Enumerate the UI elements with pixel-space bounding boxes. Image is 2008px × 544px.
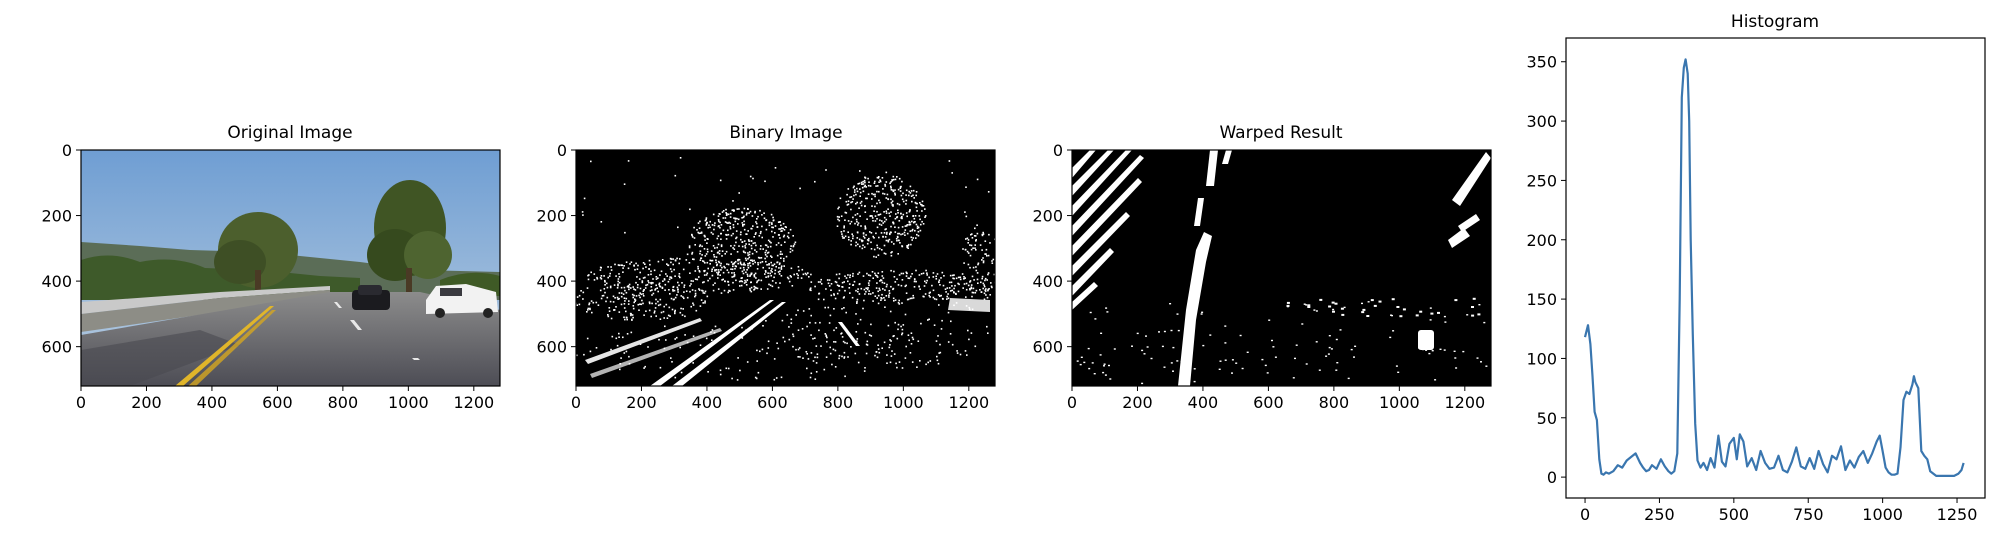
- y-tick-label: 150: [1526, 290, 1557, 309]
- x-tick-label: 1200: [1444, 393, 1485, 412]
- warped-result-picture: [1072, 150, 1491, 386]
- y-tick-label: 100: [1526, 349, 1557, 368]
- binary-image-panel: Binary Image 0 200 400 600 800 1000 1200 0 200 4…: [536, 123, 996, 412]
- x-tick-label: 1000: [883, 393, 924, 412]
- y-tick-label: 600: [536, 338, 567, 357]
- x-tick-label: 1250: [1937, 505, 1978, 524]
- x-tick-label: 600: [262, 393, 293, 412]
- x-tick-label: 1000: [1379, 393, 1420, 412]
- y-tick-label: 0: [62, 141, 72, 160]
- histogram-panel: Histogram 0 250 500 750 1000 1250 0 50 100 150 20…: [1526, 12, 1986, 524]
- x-tick-label: 800: [823, 393, 854, 412]
- x-tick-label: 800: [328, 393, 359, 412]
- x-tick-label: 0: [571, 393, 581, 412]
- x-tick-label: 500: [1719, 505, 1750, 524]
- y-tick-label: 400: [1032, 272, 1063, 291]
- histogram-line: [1583, 58, 1965, 477]
- x-tick-label: 400: [1188, 393, 1219, 412]
- warped-result-panel: Warped Result: [1032, 123, 1492, 412]
- x-tick-label: 750: [1793, 505, 1824, 524]
- x-tick-label: 250: [1644, 505, 1675, 524]
- x-tick-label: 600: [757, 393, 788, 412]
- y-tick-label: 0: [1547, 468, 1557, 487]
- x-tick-label: 0: [1067, 393, 1077, 412]
- x-tick-label: 200: [131, 393, 162, 412]
- y-tick-label: 200: [1032, 207, 1063, 226]
- binary-image-title: Binary Image: [729, 123, 842, 143]
- x-tick-label: 1200: [453, 393, 494, 412]
- x-tick-label: 400: [197, 393, 228, 412]
- x-tick-label: 0: [1580, 505, 1590, 524]
- y-tick-label: 300: [1526, 112, 1557, 131]
- x-tick-label: 0: [76, 393, 86, 412]
- y-tick-label: 200: [41, 207, 72, 226]
- y-tick-label: 0: [1053, 141, 1063, 160]
- x-tick-label: 600: [1253, 393, 1284, 412]
- original-image-picture: [81, 150, 500, 386]
- x-tick-label: 1000: [1862, 505, 1903, 524]
- x-tick-label: 200: [1122, 393, 1153, 412]
- original-image-panel: Original Image: [41, 123, 501, 412]
- y-tick-label: 350: [1526, 53, 1557, 72]
- histogram-title: Histogram: [1731, 12, 1819, 32]
- x-tick-label: 1200: [948, 393, 989, 412]
- x-tick-label: 200: [626, 393, 657, 412]
- y-tick-label: 400: [41, 272, 72, 291]
- y-tick-label: 200: [536, 207, 567, 226]
- x-tick-label: 400: [692, 393, 723, 412]
- warped-result-title: Warped Result: [1219, 123, 1342, 143]
- x-tick-label: 1000: [388, 393, 429, 412]
- x-tick-label: 800: [1319, 393, 1350, 412]
- y-tick-label: 400: [536, 272, 567, 291]
- binary-image-picture: [576, 150, 995, 386]
- y-tick-label: 200: [1526, 231, 1557, 250]
- y-tick-label: 0: [557, 141, 567, 160]
- y-tick-label: 600: [41, 338, 72, 357]
- y-tick-label: 250: [1526, 171, 1557, 190]
- y-tick-label: 600: [1032, 338, 1063, 357]
- y-tick-label: 50: [1537, 409, 1557, 428]
- original-image-title: Original Image: [227, 123, 352, 143]
